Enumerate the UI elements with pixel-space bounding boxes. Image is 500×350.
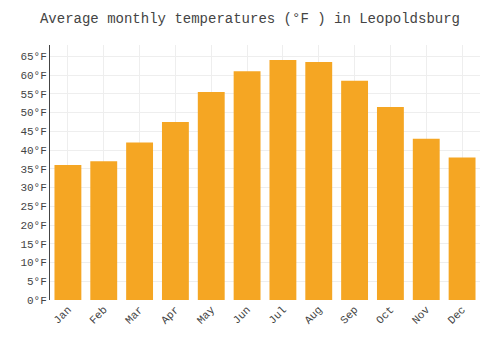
svg-text:60°F: 60°F [20,70,46,82]
svg-text:55°F: 55°F [20,89,46,101]
svg-text:Aug: Aug [302,304,324,326]
svg-text:45°F: 45°F [20,126,46,138]
svg-text:25°F: 25°F [20,201,46,213]
svg-text:40°F: 40°F [20,145,46,157]
svg-text:Sep: Sep [338,304,360,326]
svg-text:0°F: 0°F [27,295,47,307]
svg-text:65°F: 65°F [20,51,46,63]
svg-text:Jul: Jul [266,304,288,326]
svg-text:35°F: 35°F [20,164,46,176]
svg-text:Jan: Jan [51,304,73,326]
svg-text:Dec: Dec [446,304,468,326]
svg-text:Average monthly temperatures (: Average monthly temperatures (°F ) in Le… [40,11,460,27]
svg-text:May: May [195,304,218,327]
svg-text:5°F: 5°F [27,276,47,288]
svg-text:50°F: 50°F [20,107,46,119]
svg-text:Jun: Jun [231,304,253,326]
svg-text:Mar: Mar [123,304,145,326]
svg-text:Apr: Apr [159,304,181,326]
svg-text:30°F: 30°F [20,182,46,194]
svg-text:10°F: 10°F [20,257,46,269]
svg-text:Feb: Feb [87,304,109,326]
svg-text:Nov: Nov [410,304,433,327]
svg-text:20°F: 20°F [20,220,46,232]
svg-text:Oct: Oct [374,304,396,326]
svg-text:15°F: 15°F [20,239,46,251]
